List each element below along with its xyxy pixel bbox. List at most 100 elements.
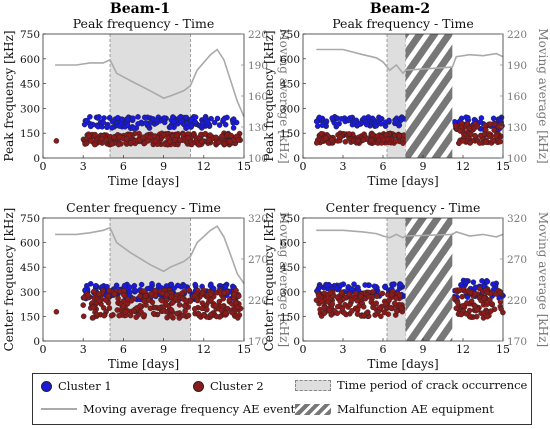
point — [137, 302, 143, 309]
point — [390, 281, 397, 288]
point — [313, 118, 320, 125]
point — [465, 114, 471, 121]
point — [498, 306, 504, 312]
point — [464, 121, 470, 127]
point — [228, 132, 234, 139]
x-tick-label: 9 — [420, 343, 427, 356]
point — [121, 292, 127, 298]
point — [313, 140, 320, 146]
point — [179, 312, 186, 319]
point — [493, 133, 500, 139]
point — [382, 119, 389, 125]
point — [105, 293, 112, 299]
y-tick-label: 600 — [280, 54, 300, 66]
point — [207, 282, 214, 289]
x-tick-label: 3 — [80, 160, 87, 173]
x-tick-label: 15 — [237, 343, 251, 356]
point — [321, 310, 328, 317]
point — [354, 297, 360, 304]
point — [354, 311, 361, 317]
point — [341, 310, 348, 316]
point — [141, 312, 148, 318]
point — [220, 295, 227, 302]
panel-title: Peak frequency - Time — [332, 16, 474, 31]
point — [123, 136, 130, 142]
point — [484, 278, 491, 285]
point — [149, 280, 155, 287]
point — [121, 282, 128, 289]
y2-tick-label: 270 — [507, 254, 527, 266]
y-tick-label: 750 — [280, 29, 300, 41]
point — [393, 308, 400, 314]
point — [487, 121, 494, 127]
y-tick-label: 150 — [280, 311, 300, 323]
y2-tick-label: 130 — [248, 122, 268, 134]
y-axis-label: Peak frequency [kHz] — [262, 30, 276, 161]
point — [391, 300, 398, 307]
point — [352, 290, 359, 297]
point — [329, 115, 336, 121]
point — [222, 310, 229, 317]
cluster-2-points — [313, 285, 506, 321]
y-tick-label: 0 — [293, 336, 300, 348]
point — [373, 300, 380, 307]
column-title-beam1: Beam-1 — [110, 1, 170, 17]
y2-axis-label: Moving average [kHz] — [277, 28, 291, 163]
point — [490, 115, 497, 122]
point — [360, 303, 367, 310]
point — [460, 302, 467, 309]
point — [376, 305, 383, 311]
y-tick-label: 600 — [20, 238, 40, 250]
y2-tick-label: 190 — [248, 60, 268, 72]
point — [365, 293, 372, 300]
cluster-2-points — [53, 130, 243, 148]
point — [147, 305, 154, 312]
point — [456, 287, 463, 294]
point — [338, 282, 344, 288]
point — [229, 309, 235, 316]
point — [333, 285, 340, 291]
point — [85, 292, 91, 299]
y-tick-label: 300 — [280, 103, 300, 115]
y2-tick-label: 220 — [248, 29, 268, 41]
moving-average-line — [316, 229, 504, 239]
x-tick-label: 15 — [496, 343, 510, 356]
point — [222, 121, 229, 128]
point — [361, 312, 368, 319]
point — [84, 117, 90, 124]
point — [361, 115, 368, 121]
y2-tick-label: 170 — [248, 336, 268, 348]
point — [119, 116, 125, 122]
point — [108, 312, 115, 319]
point — [170, 119, 177, 125]
point — [326, 307, 333, 313]
x-axis-label: Time [days] — [367, 174, 438, 188]
point — [477, 119, 484, 125]
point — [479, 278, 485, 284]
x-tick-label: 0 — [40, 343, 47, 356]
malfunction-band — [405, 34, 453, 158]
point — [212, 302, 219, 309]
point — [315, 292, 322, 299]
y-axis-label: Peak frequency [kHz] — [2, 30, 16, 161]
point — [130, 125, 137, 131]
point — [345, 117, 351, 124]
point — [207, 311, 214, 318]
point — [470, 279, 477, 286]
point — [150, 310, 157, 317]
point — [199, 138, 205, 145]
y2-tick-label: 270 — [248, 254, 268, 266]
point — [100, 119, 106, 126]
point — [207, 291, 214, 298]
point — [214, 115, 221, 122]
point — [348, 286, 355, 292]
moving-average-line — [55, 225, 245, 285]
point — [83, 140, 90, 147]
crack-period-band — [110, 218, 191, 341]
x-tick-label: 9 — [420, 160, 427, 173]
x-tick-label: 12 — [197, 343, 211, 356]
point — [459, 293, 466, 300]
legend-crack-label: Time period of crack occurrence — [337, 378, 528, 392]
point — [337, 298, 344, 305]
